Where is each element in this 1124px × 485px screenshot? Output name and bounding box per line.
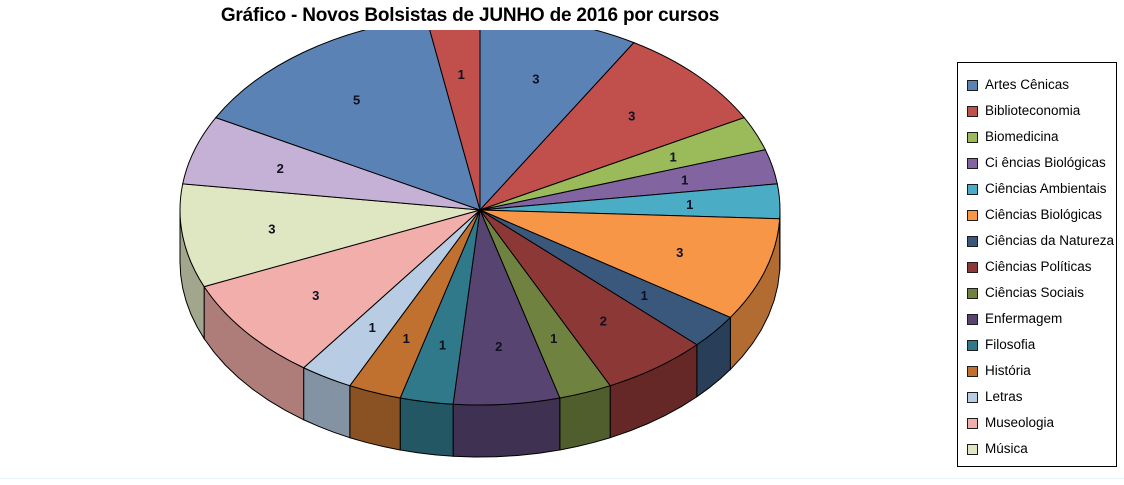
legend-item-label: Biomedicina: [985, 129, 1059, 145]
pie-slice-value-label: 3: [312, 288, 319, 303]
legend-item[interactable]: Biblioteconomia: [967, 98, 1116, 124]
legend-item[interactable]: Artes Cênicas: [967, 72, 1116, 98]
pie-slice-side: [452, 397, 561, 458]
pie-slice-value-label: 5: [353, 93, 360, 108]
pie-slices: [179, 30, 781, 406]
legend-item-label: Ciências Biológicas: [985, 207, 1103, 223]
legend-item[interactable]: Música: [967, 436, 1116, 462]
pie-slice-value-label: 2: [277, 161, 284, 176]
legend-color-swatch: [967, 365, 978, 377]
pie-slice-value-label: 3: [532, 71, 539, 86]
legend-color-swatch: [967, 209, 978, 221]
pie-slice[interactable]: [479, 42, 746, 211]
legend-item[interactable]: História: [967, 358, 1116, 384]
pie-slice-value-label: 2: [600, 313, 607, 328]
pie-slice-side: [399, 397, 454, 457]
legend-item[interactable]: Ciências Ambientais: [967, 176, 1116, 202]
legend-item[interactable]: Filosofia: [967, 332, 1116, 358]
pie-slice-value-label: 3: [268, 221, 275, 236]
legend-color-swatch: [967, 183, 978, 195]
chart-legend: Artes Cênicas Biblioteconomia Biomedicina C…: [957, 62, 1117, 467]
pie-slice-value-label: 1: [458, 67, 465, 82]
legend-color-swatch: [967, 391, 978, 403]
legend-item-label: Ciências da Natureza: [985, 233, 1115, 249]
legend-item[interactable]: Ciências Políticas: [967, 254, 1116, 280]
pie-slice-value-label: 1: [686, 197, 693, 212]
legend-item-label: Enfermagem: [985, 311, 1063, 327]
legend-item[interactable]: Ci ências Biológicas: [967, 150, 1116, 176]
legend-color-swatch: [967, 105, 978, 117]
legend-item[interactable]: Enfermagem: [967, 306, 1116, 332]
legend-item-label: História: [985, 363, 1031, 379]
pie-slice[interactable]: [179, 183, 481, 288]
pie-slice[interactable]: [426, 30, 481, 211]
legend-item-label: Ciências Políticas: [985, 259, 1092, 275]
legend-item-label: Música: [985, 441, 1028, 457]
legend-color-swatch: [967, 261, 978, 273]
legend-item[interactable]: Ciências Sociais: [967, 280, 1116, 306]
pie-slice-value-label: 1: [669, 149, 676, 164]
pie-slice-value-label: 1: [369, 320, 376, 335]
pie-slice[interactable]: [479, 30, 635, 212]
chart-title: Gráfico - Novos Bolsistas de JUNHO de 20…: [220, 5, 720, 26]
legend-color-swatch: [967, 235, 978, 247]
pie-slice-value-label: 1: [403, 331, 410, 346]
pie-slice[interactable]: [203, 209, 481, 369]
bottom-divider: [0, 478, 1124, 479]
pie-slice-value-label: 1: [550, 331, 557, 346]
legend-color-swatch: [967, 443, 978, 455]
pie-slice-value-label: 1: [641, 288, 648, 303]
legend-item-label: Museologia: [985, 415, 1055, 431]
legend-item[interactable]: Letras: [967, 384, 1116, 410]
legend-item[interactable]: Biomedicina: [967, 124, 1116, 150]
legend-item-label: Letras: [985, 389, 1023, 405]
legend-item[interactable]: Ciências Biológicas: [967, 202, 1116, 228]
legend-color-swatch: [967, 79, 978, 91]
legend-item-label: Ci ências Biológicas: [985, 155, 1106, 171]
legend-color-swatch: [967, 131, 978, 143]
pie-slice[interactable]: [479, 209, 781, 319]
legend-item-label: Biblioteconomia: [985, 103, 1081, 119]
legend-item-label: Artes Cênicas: [985, 77, 1070, 93]
legend-color-swatch: [967, 157, 978, 169]
pie-slice-value-label: 1: [681, 173, 688, 188]
legend-item[interactable]: Ciências da Natureza: [967, 228, 1116, 254]
legend-color-swatch: [967, 417, 978, 429]
pie-slice-value-label: 2: [495, 339, 502, 354]
legend-color-swatch: [967, 287, 978, 299]
pie-slice-value-label: 3: [676, 245, 683, 260]
legend-item-label: Ciências Sociais: [985, 285, 1085, 301]
pie-slice-value-label: 3: [628, 109, 635, 124]
legend-color-swatch: [967, 339, 978, 351]
legend-item-label: Filosofia: [985, 337, 1036, 353]
legend-item[interactable]: Museologia: [967, 410, 1116, 436]
pie-slice[interactable]: [214, 30, 481, 211]
pie-3d-sides: [179, 209, 781, 458]
pie-slice-value-label: 1: [439, 337, 446, 352]
legend-color-swatch: [967, 313, 978, 325]
legend-item-label: Ciências Ambientais: [985, 181, 1107, 197]
